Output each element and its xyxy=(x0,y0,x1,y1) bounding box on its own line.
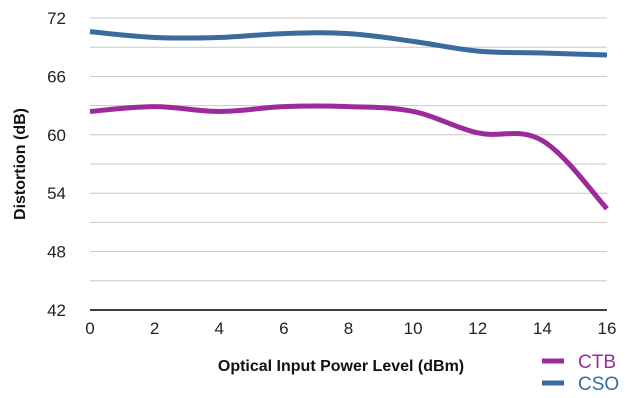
x-tick-label: 10 xyxy=(404,319,423,338)
y-axis-title: Distortion (dB) xyxy=(12,108,29,220)
x-axis-title: Optical Input Power Level (dBm) xyxy=(218,358,464,375)
gridlines xyxy=(90,17,607,282)
series-line-cso xyxy=(89,29,608,58)
x-tick-label: 2 xyxy=(150,319,159,338)
y-tick-label: 66 xyxy=(47,67,66,86)
x-tick-label: 14 xyxy=(533,319,552,338)
tick-labels: 42 48 54 60 66 72 0 2 4 6 8 10 12 14 16 xyxy=(47,9,616,338)
x-tick-label: 4 xyxy=(215,319,224,338)
y-tick-label: 60 xyxy=(47,126,66,145)
x-tick-label: 12 xyxy=(468,319,487,338)
x-tick-label: 16 xyxy=(598,319,617,338)
y-tick-label: 72 xyxy=(47,9,66,28)
y-tick-label: 48 xyxy=(47,243,66,262)
x-tick-label: 8 xyxy=(344,319,353,338)
series-lines xyxy=(89,29,609,211)
series-line-ctb xyxy=(89,103,609,211)
y-tick-label: 54 xyxy=(47,184,66,203)
x-tick-label: 0 xyxy=(85,319,94,338)
legend-label-cso: CSO xyxy=(578,374,619,395)
x-tick-label: 6 xyxy=(279,319,288,338)
legend-label-ctb: CTB xyxy=(578,352,616,373)
y-tick-label: 42 xyxy=(47,301,66,320)
